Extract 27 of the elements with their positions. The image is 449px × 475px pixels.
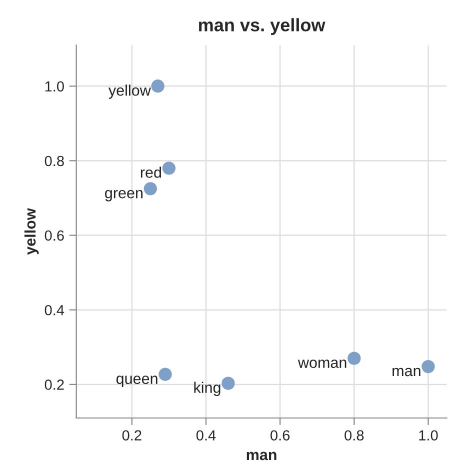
- x-tick-label: 0.2: [122, 430, 142, 441]
- annotation: green: [105, 190, 142, 202]
- y-tick-label: 0.2: [44, 380, 64, 390]
- y-tick-label: 1.0: [45, 81, 64, 92]
- x-tick-label: 1.0: [419, 430, 438, 441]
- annotation: yellow: [108, 84, 151, 99]
- y-axis-title: yellow: [24, 208, 39, 255]
- point: [348, 352, 361, 365]
- x-tick-label: 0.8: [344, 430, 364, 441]
- point: [422, 360, 435, 374]
- annotation: woman: [298, 360, 346, 368]
- y-tick-label: 0.4: [44, 304, 64, 316]
- x-axis-title: man: [246, 452, 276, 460]
- y-tick-label: 0.8: [44, 156, 64, 166]
- x-tick-label: 0.4: [196, 430, 216, 441]
- y-tick-label: 0.6: [44, 230, 64, 241]
- x-tick-label: 0.6: [270, 430, 290, 441]
- point: [158, 368, 172, 381]
- point: [162, 162, 176, 175]
- annotation: red: [140, 166, 162, 178]
- annotation: man: [392, 368, 420, 376]
- annotation: queen: [116, 376, 158, 388]
- point: [144, 182, 158, 196]
- annotation: king: [194, 382, 220, 396]
- point: [222, 376, 235, 390]
- chart-title: man vs. yellow: [199, 18, 326, 35]
- point: [151, 80, 164, 93]
